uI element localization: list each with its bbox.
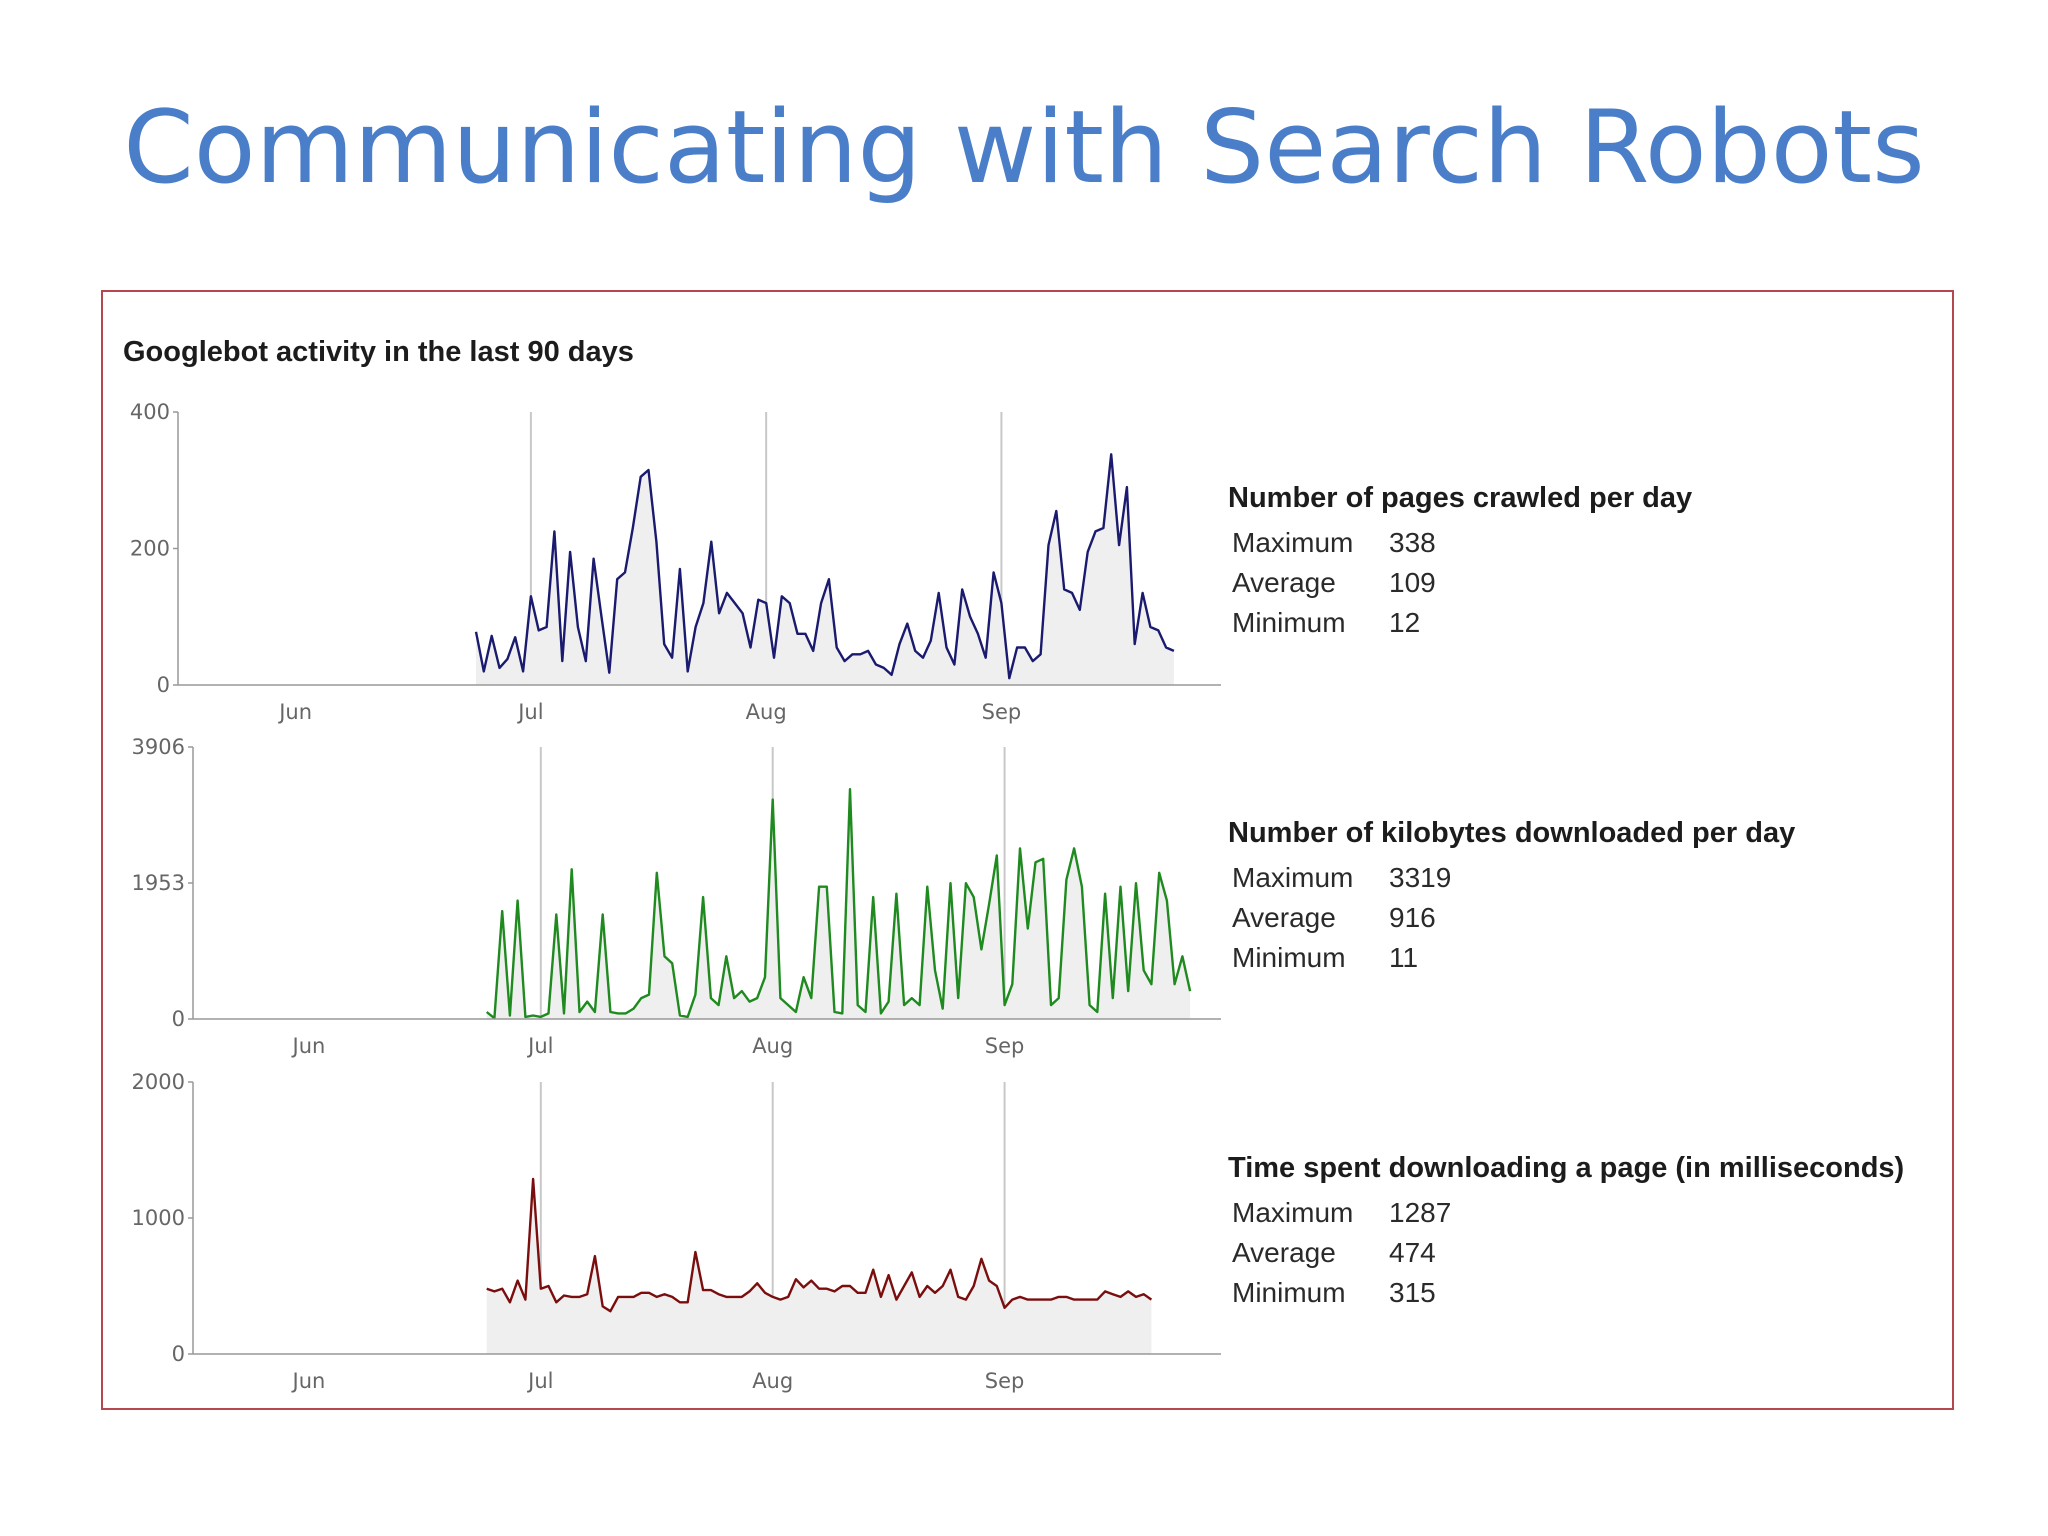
x-month-label: Jul — [526, 1034, 553, 1058]
stats-label: Maximum — [1232, 527, 1354, 558]
y-tick-label: 3906 — [132, 735, 185, 759]
x-month-label: Jun — [291, 1369, 326, 1393]
y-tick-label: 0 — [172, 1342, 185, 1366]
x-month-label: Jul — [526, 1369, 553, 1393]
stats-row-maximum: Maximum 1287 — [1232, 1193, 1451, 1233]
stats-row-average: Average 474 — [1232, 1233, 1451, 1273]
y-tick-label: 200 — [130, 537, 170, 561]
x-month-label: Sep — [985, 1369, 1025, 1393]
googlebot-activity-panel: Googlebot activity in the last 90 days 4… — [101, 290, 1954, 1410]
stats-row-average: Average 916 — [1232, 898, 1451, 938]
stats-value: 3319 — [1389, 862, 1452, 893]
stats-label: Average — [1232, 1237, 1336, 1268]
y-tick-label: 0 — [157, 673, 170, 697]
x-month-label: Aug — [752, 1034, 793, 1058]
x-month-label: Aug — [752, 1369, 793, 1393]
series-line — [485, 788, 1192, 1020]
chart-1: 400 200 0 Jun Jul Aug Sep — [130, 400, 1221, 724]
stats-row-maximum: Maximum 3319 — [1232, 858, 1451, 898]
download-time-stats: Time spent downloading a page (in millis… — [1228, 1152, 1904, 1313]
stats-table: Maximum 338 Average 109 Minimum 12 — [1232, 523, 1436, 643]
stats-title: Number of kilobytes downloaded per day — [1228, 817, 1796, 849]
stats-value: 12 — [1389, 607, 1421, 638]
pages-crawled-stats: Number of pages crawled per day Maximum … — [1228, 482, 1692, 643]
stats-value: 338 — [1389, 527, 1436, 558]
stats-label: Average — [1232, 567, 1336, 598]
x-month-label: Sep — [985, 1034, 1025, 1058]
stats-label: Minimum — [1232, 607, 1346, 638]
stats-label: Minimum — [1232, 1277, 1346, 1308]
stats-label: Minimum — [1232, 942, 1346, 973]
stats-title: Time spent downloading a page (in millis… — [1228, 1152, 1905, 1184]
stats-row-minimum: Minimum 315 — [1232, 1273, 1451, 1313]
stats-table: Maximum 3319 Average 916 Minimum 11 — [1232, 858, 1451, 978]
x-month-label: Jul — [516, 700, 543, 724]
series-line — [486, 1177, 1153, 1313]
stats-label: Average — [1232, 902, 1336, 933]
y-tick-label: 1953 — [132, 871, 185, 895]
stats-value: 474 — [1389, 1237, 1436, 1268]
x-month-label: Aug — [746, 700, 787, 724]
chart-3: 2000 1000 0 Jun Jul Aug Sep — [132, 1070, 1221, 1393]
y-tick-label: 400 — [130, 400, 170, 424]
series-line — [474, 453, 1175, 680]
stats-row-average: Average 109 — [1232, 563, 1436, 603]
stats-row-minimum: Minimum 12 — [1232, 603, 1436, 643]
stats-label: Maximum — [1232, 862, 1354, 893]
series-area — [486, 1179, 1152, 1354]
slide-title: Communicating with Search Robots — [123, 88, 1925, 206]
chart-2: 3906 1953 0 Jun Jul Aug Sep — [132, 735, 1221, 1058]
series-area — [476, 454, 1174, 685]
stats-title: Number of pages crawled per day — [1228, 482, 1693, 514]
stats-value: 916 — [1389, 902, 1436, 933]
stats-value: 11 — [1389, 942, 1419, 973]
kilobytes-downloaded-stats: Number of kilobytes downloaded per day M… — [1228, 817, 1795, 978]
stats-value: 109 — [1389, 567, 1436, 598]
stats-value: 315 — [1389, 1277, 1436, 1308]
x-month-label: Jun — [291, 1034, 326, 1058]
y-tick-label: 1000 — [132, 1206, 185, 1230]
x-month-label: Sep — [982, 700, 1022, 724]
stats-row-maximum: Maximum 338 — [1232, 523, 1436, 563]
stats-value: 1287 — [1389, 1197, 1452, 1228]
stats-label: Maximum — [1232, 1197, 1354, 1228]
stats-table: Maximum 1287 Average 474 Minimum 315 — [1232, 1193, 1451, 1313]
y-tick-label: 0 — [172, 1007, 185, 1031]
x-month-label: Jun — [277, 700, 312, 724]
y-tick-label: 2000 — [132, 1070, 185, 1094]
series-area — [486, 789, 1191, 1019]
panel-title: Googlebot activity in the last 90 days — [123, 336, 634, 368]
stats-row-minimum: Minimum 11 — [1232, 938, 1451, 978]
